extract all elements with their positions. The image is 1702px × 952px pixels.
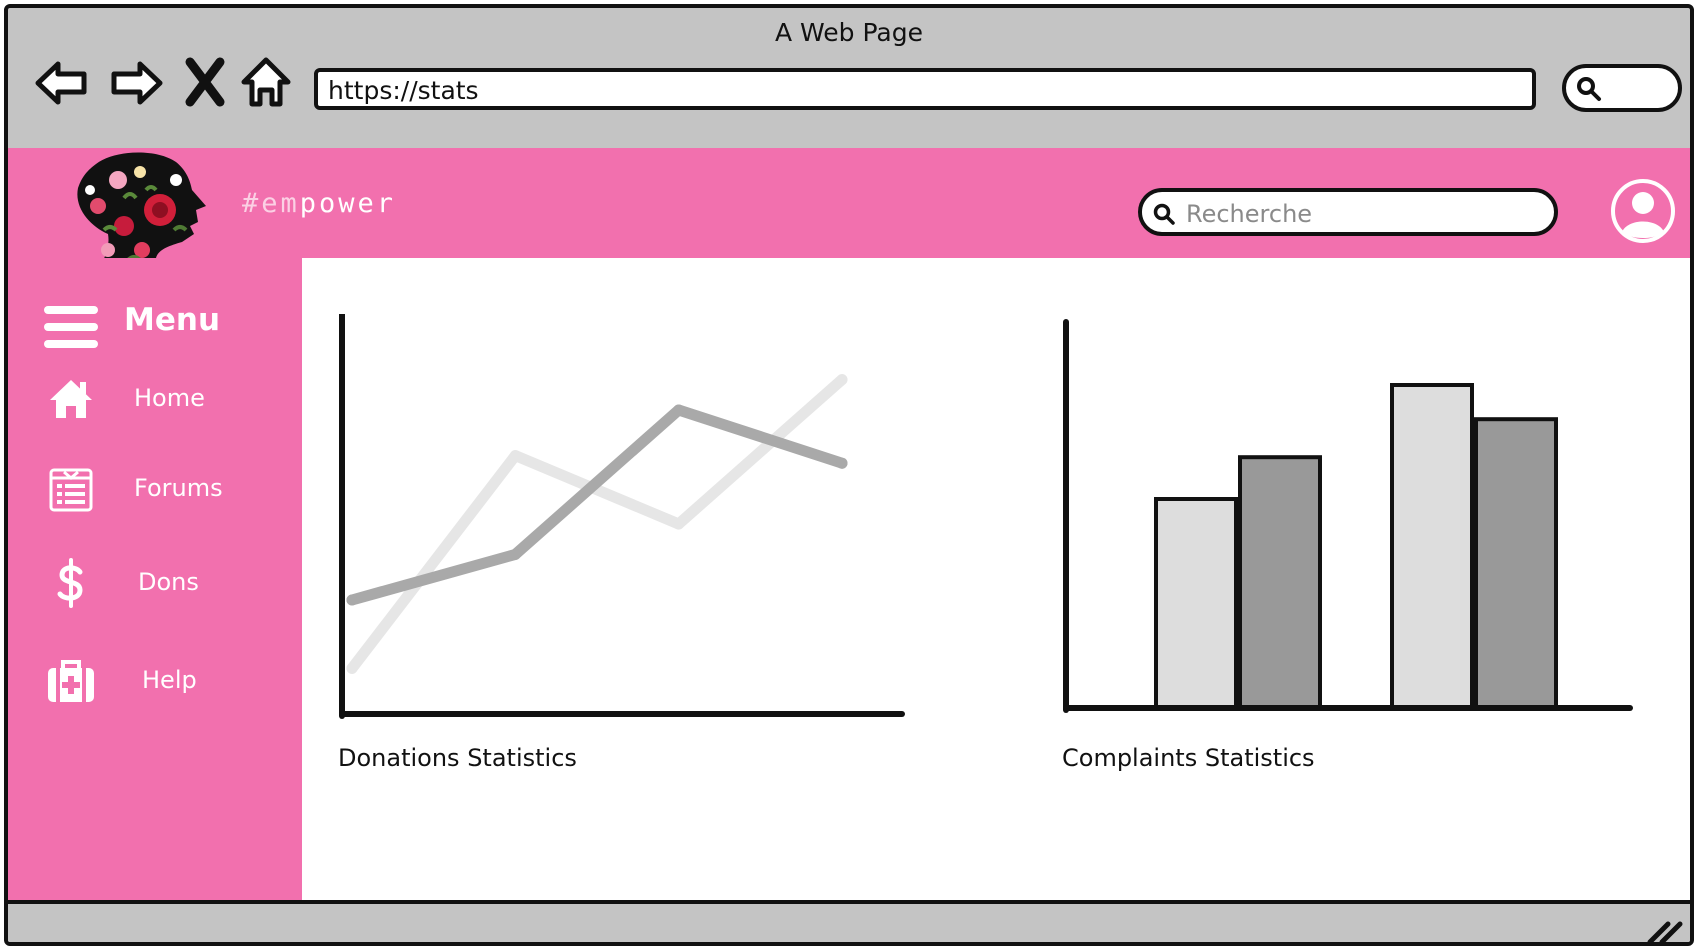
line-point	[346, 662, 358, 674]
brand-name: #empower	[242, 188, 396, 219]
sidebar-item-label: Dons	[138, 568, 199, 596]
donations-chart-caption: Donations Statistics	[338, 744, 577, 772]
status-bar	[8, 900, 1690, 946]
hamburger-menu-icon[interactable]	[42, 302, 100, 352]
line-point	[836, 374, 848, 386]
app-header: #empower	[8, 148, 1690, 268]
line-point	[673, 518, 685, 530]
sidebar-item-label: Help	[142, 666, 197, 694]
dollar-icon	[57, 558, 83, 608]
complaints-bar-chart	[1063, 319, 1633, 713]
sidebar-item-home[interactable]: Home	[8, 364, 302, 434]
window-title: A Web Page	[774, 18, 924, 47]
site-search[interactable]	[1138, 188, 1558, 236]
resize-handle-icon[interactable]	[1644, 916, 1684, 946]
sidebar-item-label: Home	[134, 384, 205, 412]
search-input[interactable]	[1184, 196, 1548, 232]
home-icon	[50, 380, 92, 418]
line-point	[836, 457, 848, 469]
stop-icon[interactable]	[178, 52, 240, 114]
line-point	[509, 548, 521, 560]
brand-suffix: power	[299, 188, 397, 219]
browser-search-field[interactable]	[1562, 64, 1682, 112]
line-series-2	[346, 404, 848, 606]
bar	[1238, 455, 1322, 710]
sidebar-item-forums[interactable]: Forums	[8, 454, 302, 524]
first-aid-icon	[48, 660, 94, 702]
sidebar-item-label: Forums	[134, 474, 223, 502]
donations-line-chart	[339, 314, 905, 719]
search-icon	[1577, 77, 1601, 101]
bar	[1474, 417, 1558, 710]
line-point	[673, 404, 685, 416]
sidebar-item-help[interactable]: Help	[8, 646, 302, 716]
home-page-icon[interactable]	[236, 52, 298, 114]
bar	[1154, 497, 1238, 710]
line-series-1	[346, 374, 848, 674]
bar	[1390, 383, 1474, 710]
sidebar-item-dons[interactable]: Dons	[8, 548, 302, 618]
back-icon[interactable]	[32, 52, 94, 114]
forward-icon[interactable]	[104, 52, 166, 114]
floral-profile-logo-icon	[77, 152, 206, 268]
user-avatar-icon[interactable]	[1610, 178, 1676, 244]
search-icon	[1153, 203, 1175, 225]
menu-title: Menu	[124, 302, 221, 338]
line-point	[509, 450, 521, 462]
brand-prefix: #em	[242, 188, 300, 219]
forum-icon	[49, 468, 93, 512]
complaints-chart-caption: Complaints Statistics	[1062, 744, 1315, 772]
url-bar[interactable]: https://stats	[314, 68, 1536, 110]
sidebar-menu: Menu Home Forums	[8, 258, 302, 910]
line-point	[346, 594, 358, 606]
